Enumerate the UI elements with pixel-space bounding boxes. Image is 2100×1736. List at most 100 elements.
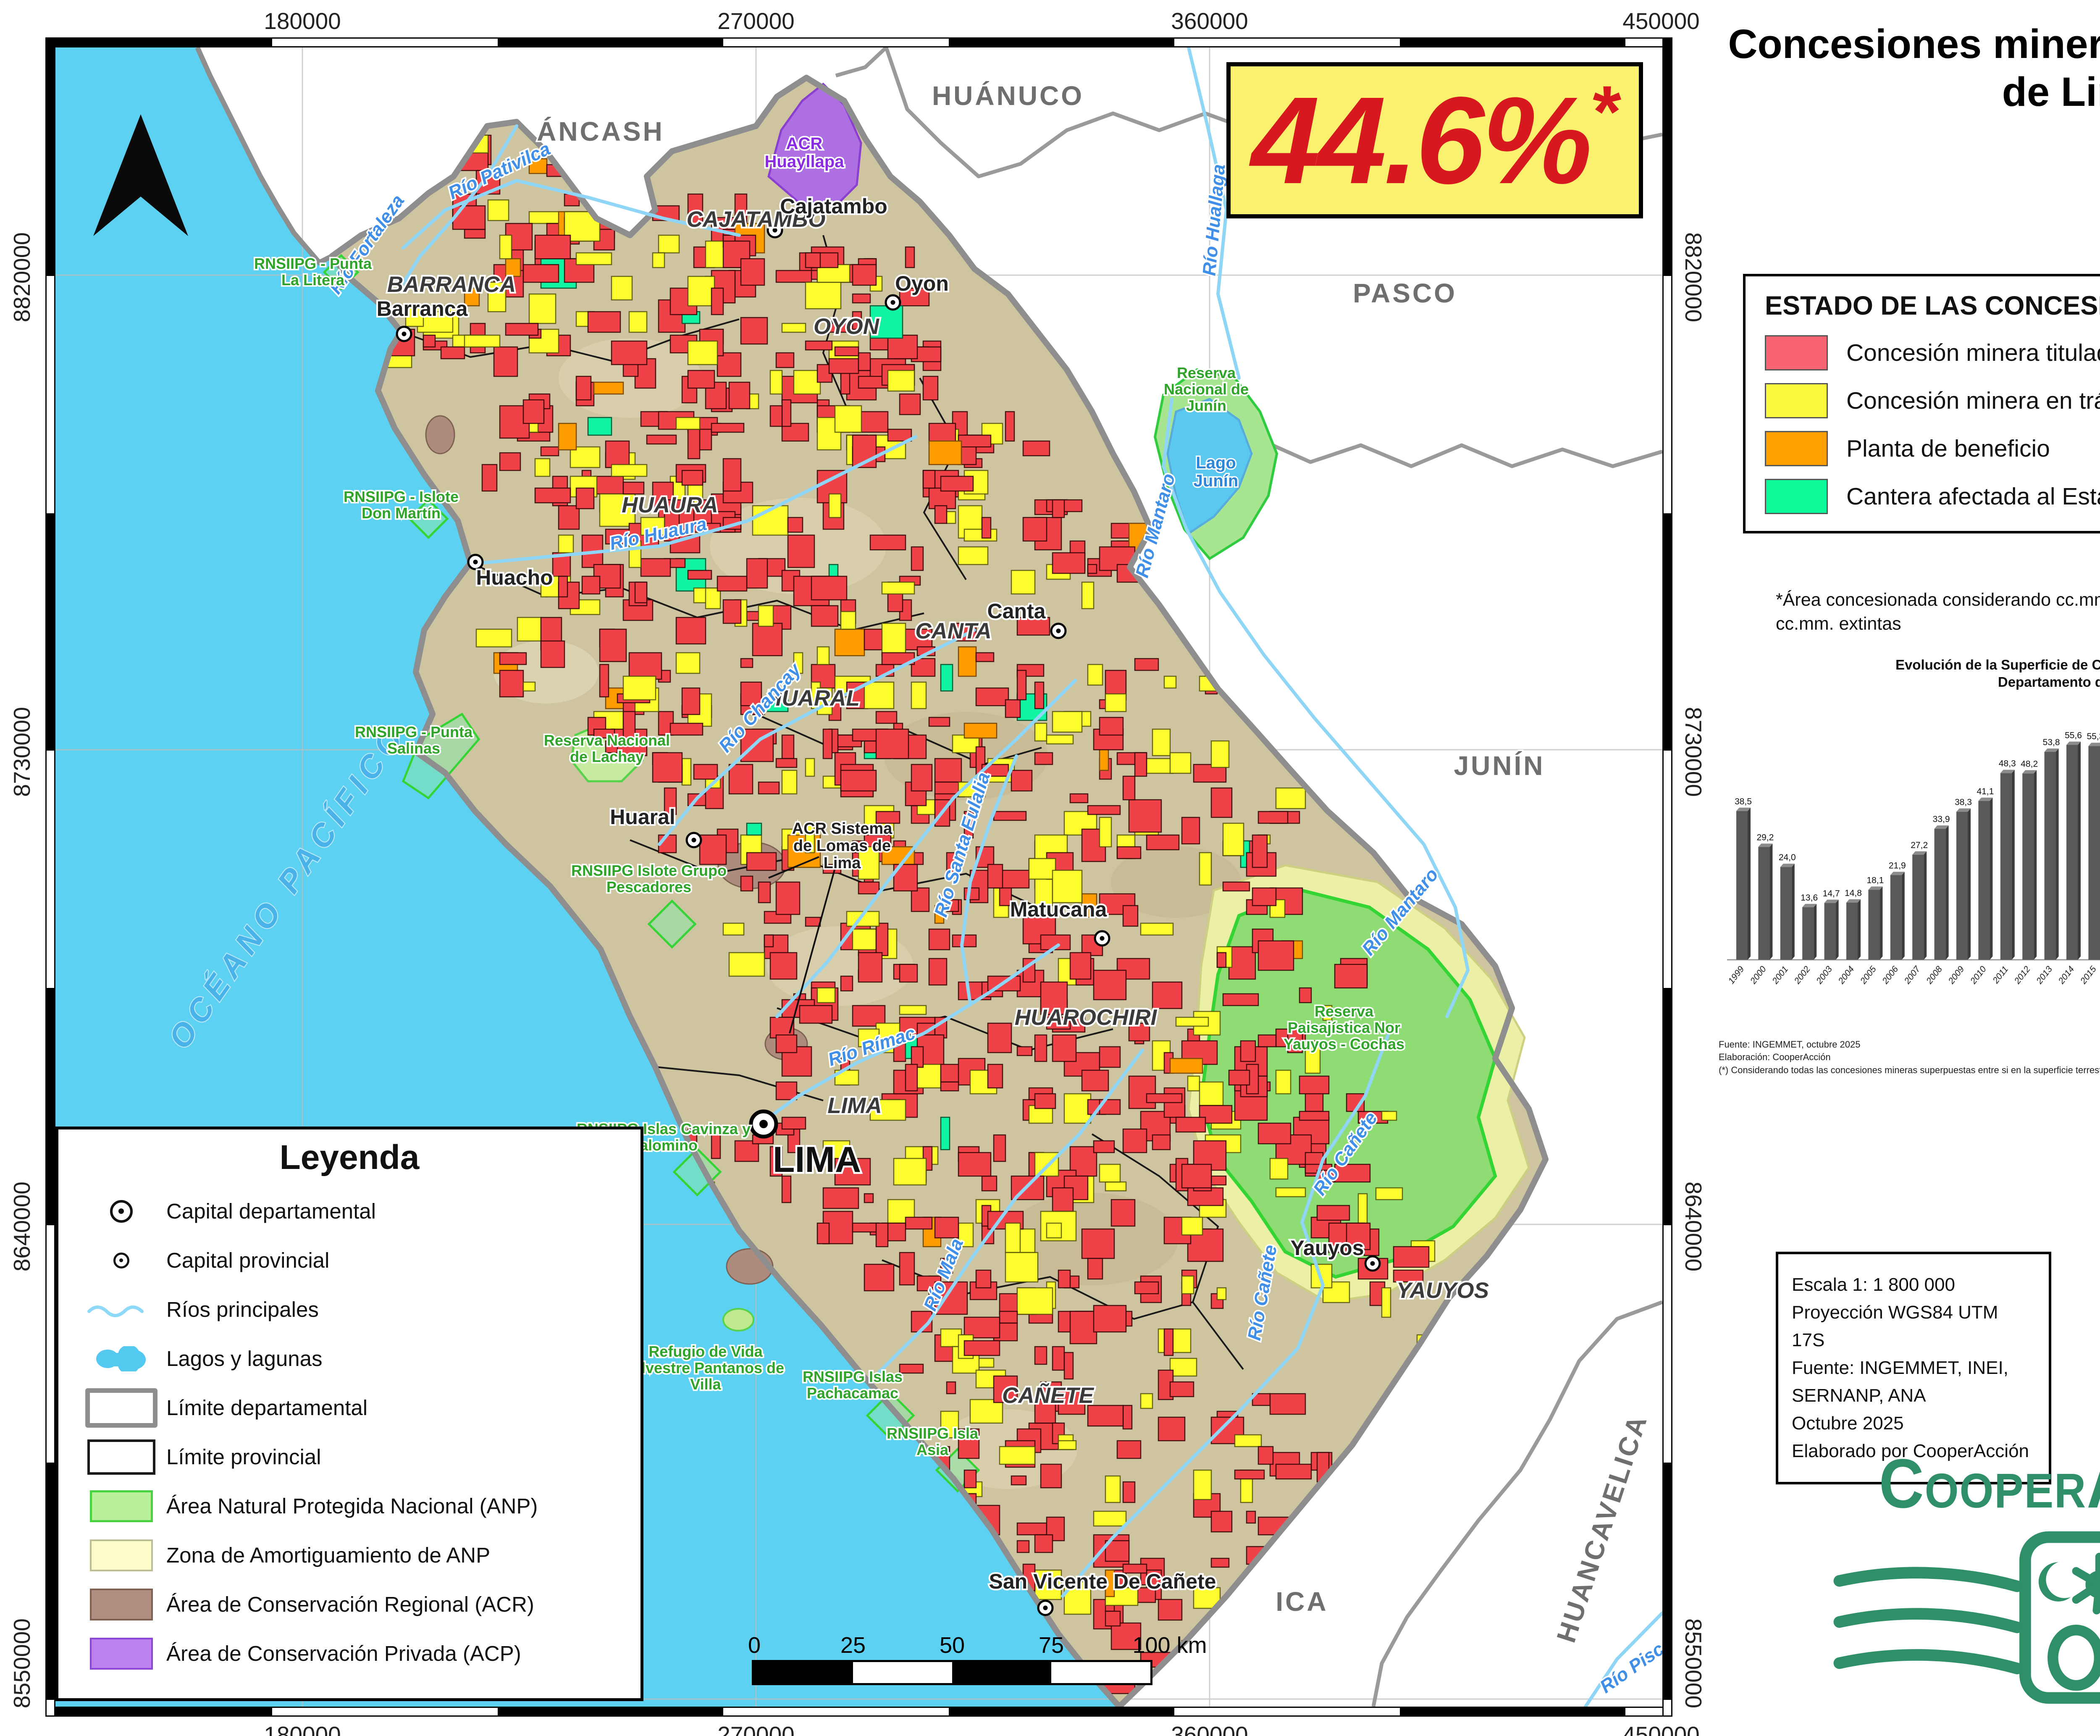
legend-item-lagos: Lagos y lagunas [76,1334,623,1383]
limite-provincial-icon [87,1439,155,1475]
svg-text:2003: 2003 [1814,964,1835,986]
estado-item-tramite: Concesión minera en trámite [1765,383,2100,418]
cooperaccion-logo-text: CooperAcción [1879,1445,2100,1523]
map-label-anp: Reserva Nacional de Lachay [544,732,670,765]
legend-item-label: Zona de Amortiguamiento de ANP [166,1543,491,1567]
protected-areas [323,82,1530,1493]
estado-item-label: Cantera afectada al Estado [1846,483,2100,510]
xtick-bottom: 360000 [1171,1722,1248,1736]
map-label-town: Cajatambo [780,194,887,218]
ytick-left: 8730000 [9,706,35,797]
legend-item-anp: Área Natural Protegida Nacional (ANP) [76,1481,623,1531]
chart-title-line1: Evolución de la Superficie de Concesione… [1895,657,2100,672]
xtick-top: 180000 [264,8,341,34]
map-label-dept: ÁNCASH [537,116,664,147]
svg-text:29,2: 29,2 [1756,833,1774,842]
lago-junin [1166,398,1253,535]
info-source-2: SERNANP, ANA [1792,1385,1926,1406]
xtick-bottom: 180000 [264,1722,341,1736]
legend-item-acr: Área de Conservación Regional (ACR) [76,1580,623,1629]
map-label-prov: CANTA [915,619,992,643]
svg-text:2007: 2007 [1902,964,1922,986]
xtick-bottom: 450000 [1622,1722,1700,1736]
svg-text:41,1: 41,1 [1977,786,1994,796]
lagos-icon [96,1346,146,1371]
map-label-note: ACR Sistema de Lomas de Lima [792,820,892,872]
svg-text:1999: 1999 [1727,964,1746,985]
svg-text:48,2: 48,2 [2021,759,2038,769]
ytick-right: 8640000 [1680,1181,1706,1272]
scale-label: 0 [748,1633,761,1658]
info-projection: Proyección WGS84 UTM 17S [1792,1302,1998,1350]
bar-chart-canvas: 38,5 1999 29,2 2000 24,0 2001 13,6 2002 14,7 2003… [1727,730,2100,986]
xtick-top: 360000 [1171,8,1248,34]
svg-text:14,7: 14,7 [1823,888,1840,898]
svg-text:48,3: 48,3 [1999,759,2016,768]
svg-text:2010: 2010 [1968,964,1988,986]
map-label-prov: HUAURA [622,493,718,517]
info-scale: Escala 1: 1 800 000 [1792,1274,1955,1295]
legend-item-label: Ríos principales [166,1297,319,1321]
limite-departamental-icon [85,1388,158,1428]
map-label-dept: PASCO [1353,278,1457,308]
info-author: Elaborado por CooperAcción [1792,1441,2029,1461]
sun-rays [2072,1552,2100,1615]
svg-text:2000: 2000 [1748,964,1768,986]
map-label-town: Huacho [476,566,553,589]
map-label-prov: HUARAL [766,686,860,711]
legend-item-acp: Área de Conservación Privada (ACP) [76,1629,623,1678]
scale-bar-segments [752,1660,1152,1685]
svg-text:27,2: 27,2 [1911,840,1928,850]
acp-swatch [89,1637,153,1670]
page-title: Concesiones mineras departamento de Lima [1728,21,2100,115]
map-frame-left [45,37,55,1717]
map-legend-box: Leyenda Capital departamental Capital pr… [55,1127,643,1701]
percent-highlight-box: 44.6% * [1226,62,1643,218]
ytick-left: 8550000 [9,1618,35,1709]
map-label-anp: RNSIIPG Islote Grupo Pescadores [571,862,727,896]
svg-text:2006: 2006 [1880,964,1900,986]
svg-text:2013: 2013 [2034,964,2055,986]
map-label-anp: Reserva Nacional de Junín [1164,364,1249,414]
zona-anp-swatch [89,1539,153,1571]
ytick-left: 8820000 [9,232,35,323]
map-label-dept: HUÁNUCO [932,81,1084,111]
info-source-1: Fuente: INGEMMET, INEI, [1792,1358,2008,1378]
estado-legend-box: ESTADO DE LAS CONCESIONES MINERAS Conces… [1743,274,2100,533]
legend-item-label: Área de Conservación Regional (ACR) [166,1592,534,1616]
map-label-lake: Lago Junín [1194,454,1239,490]
legend-item-label: Área de Conservación Privada (ACP) [166,1641,521,1665]
map-label-town: San Vicente De Cañete [989,1570,1216,1593]
ytick-right: 8820000 [1680,232,1706,323]
map-label-town: Huaral [610,805,675,829]
svg-text:38,5: 38,5 [1735,796,1752,806]
rivers [397,47,1662,1707]
cooperaccion-logo-icon [1833,1531,2100,1704]
legend-title: Leyenda [279,1138,420,1177]
scale-bar: 0 25 50 75 100 km [748,1632,1256,1685]
map-label-dept: ICA [1276,1586,1328,1617]
legend-item-rios: Ríos principales [76,1285,623,1334]
map-label-prov: CAÑETE [1002,1383,1095,1408]
chart-note-source: Fuente: INGEMMET, octubre 2025 [1719,1039,1861,1050]
map-label-anp: RNSIIPG - Punta Salinas [355,723,473,757]
chart-note-method: (*) Considerando todas las concesiones m… [1719,1065,2100,1076]
estado-footnote: *Área concesionada considerando cc.mm. s… [1776,590,2100,634]
callout-lines [768,856,837,1034]
map-label-anp: Refugio de Vida Silvestre Pantanos de Vill… [627,1343,784,1393]
scale-label: 50 [939,1633,965,1658]
estado-item-label: Concesión minera titulada [1846,339,2100,366]
map-label-prov: YAUYOS [1396,1278,1489,1303]
map-label-town: Canta [987,599,1046,623]
coastline-north [195,47,333,266]
chart-title-line2: Departamento de Lima (%) [1998,674,2100,690]
city-markers [396,222,1381,1616]
cantera-swatch [1765,479,1828,514]
anp-swatch [89,1490,153,1522]
ytick-right: 8550000 [1680,1618,1706,1709]
map-label-town: Matucana [1010,898,1108,921]
svg-text:33,9: 33,9 [1933,814,1950,824]
map-label-town: Yauyos [1290,1236,1364,1260]
xtick-bottom: 270000 [717,1722,795,1736]
